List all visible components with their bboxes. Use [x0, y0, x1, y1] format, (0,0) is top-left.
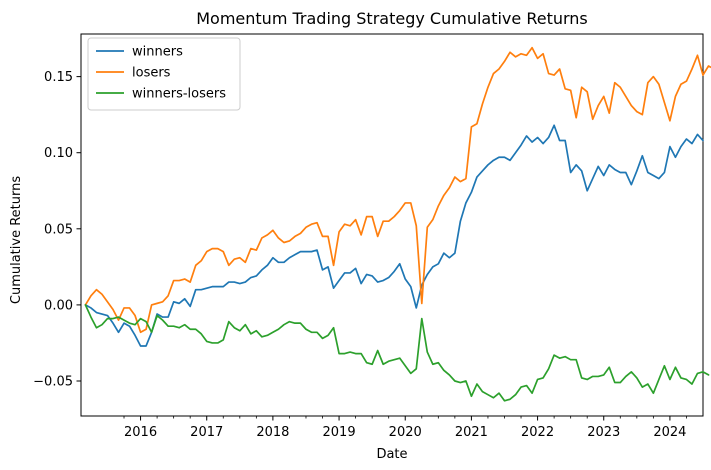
y-axis: −0.05 0.00 0.05 0.10 0.15	[33, 70, 81, 389]
chart-title: Momentum Trading Strategy Cumulative Ret…	[196, 9, 588, 28]
x-axis-label: Date	[376, 447, 407, 462]
x-tick-label: 2024	[653, 425, 686, 440]
x-tick-label: 2016	[124, 425, 157, 440]
x-tick-label: 2022	[521, 425, 554, 440]
series-line-losers	[84, 46, 711, 334]
y-tick-label: 0.00	[44, 298, 73, 313]
y-tick-label: 0.05	[44, 222, 73, 237]
x-tick-label: 2018	[256, 425, 289, 440]
y-tick-label: −0.05	[33, 374, 73, 389]
legend: winners losers winners-losers	[87, 37, 241, 111]
legend-label-winners-losers: winners-losers	[132, 87, 226, 102]
y-tick-label: 0.10	[44, 146, 73, 161]
series-layer	[84, 46, 711, 402]
series-line-winners-losers	[84, 304, 710, 402]
x-axis: 2016 2017 2018 2019 2020 2021 2022 2023 2024	[123, 416, 687, 440]
x-tick-label: 2020	[389, 425, 422, 440]
y-axis-label: Cumulative Returns	[9, 176, 24, 304]
series-line-winners	[84, 124, 704, 347]
x-tick-label: 2023	[587, 425, 620, 440]
plot-frame	[80, 33, 704, 417]
plot-area	[80, 33, 704, 417]
legend-label-winners: winners	[132, 45, 183, 60]
y-tick-label: 0.15	[44, 70, 73, 85]
legend-box	[87, 37, 241, 111]
x-tick-label: 2019	[323, 425, 356, 440]
x-tick-label: 2021	[455, 425, 488, 440]
x-tick-label: 2017	[190, 425, 223, 440]
legend-label-losers: losers	[132, 66, 171, 81]
